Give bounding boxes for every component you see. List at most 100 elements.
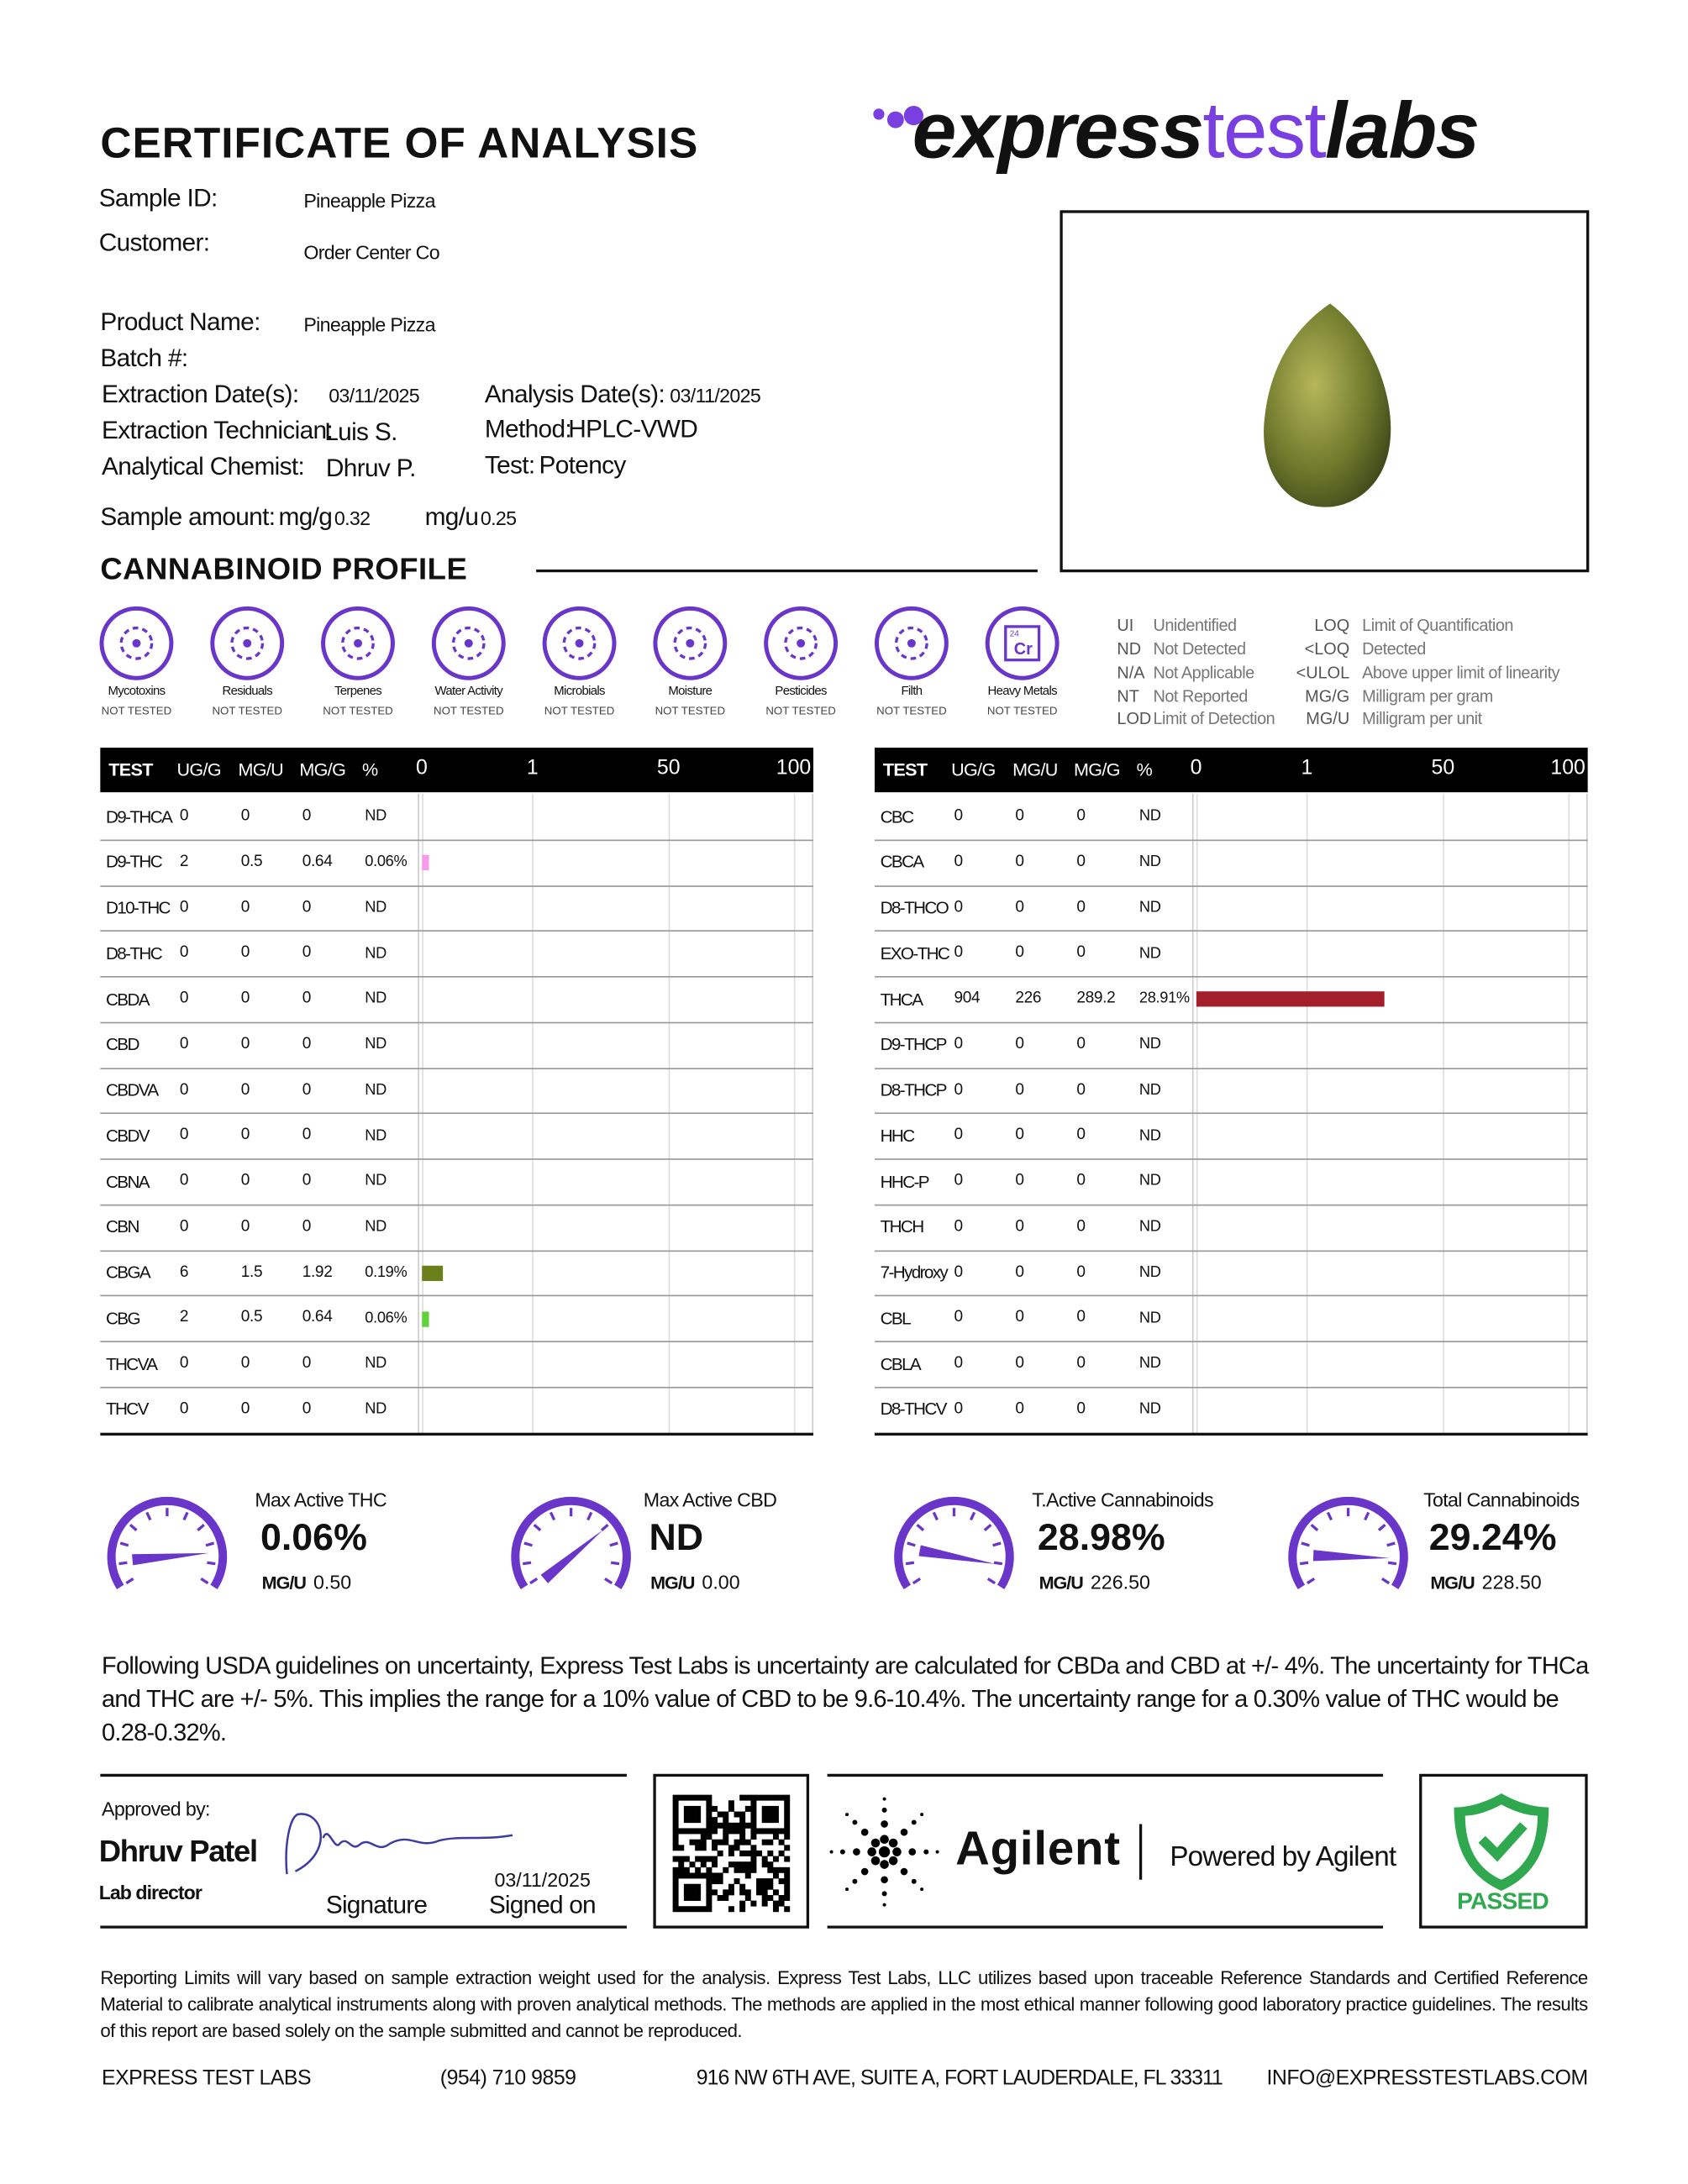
qr-module <box>756 1883 763 1890</box>
scale-label: 1 <box>526 756 539 780</box>
qr-module <box>700 1861 707 1868</box>
field-label: Customer: <box>98 228 210 257</box>
icon-glyph <box>673 626 707 660</box>
qr-module <box>723 1822 729 1829</box>
approver-name: Dhruv Patel <box>98 1833 258 1869</box>
qr-module <box>672 1817 679 1824</box>
cell: 0.64 <box>302 1309 333 1326</box>
row-rule <box>874 1431 1588 1436</box>
row-rule <box>874 930 1588 932</box>
logo: expresstestlabs <box>912 92 1480 171</box>
gauge-unit: MG/U <box>1430 1572 1475 1593</box>
row-rule <box>874 839 1588 841</box>
field-label: Analysis Date(s): <box>484 380 665 408</box>
cell: 0 <box>179 1354 189 1372</box>
test-name: Residuals <box>222 683 272 698</box>
qr-module <box>728 1800 734 1807</box>
gauge-value: 0.06% <box>260 1516 367 1559</box>
gauge-value: 28.98% <box>1037 1516 1165 1559</box>
field-label: Sample ID: <box>98 183 218 213</box>
qr-module <box>728 1883 734 1890</box>
field-label: Analytical Chemist: <box>102 452 305 481</box>
qr-module <box>744 1894 751 1901</box>
cell: 28.91% <box>1138 990 1190 1007</box>
cell: 0 <box>1015 1400 1024 1418</box>
test-name: CBLA <box>880 1354 922 1374</box>
qr-module <box>706 1834 713 1840</box>
qr-module <box>717 1850 723 1856</box>
qr-module <box>723 1839 729 1845</box>
cell: 0 <box>1076 899 1086 916</box>
qr-module <box>689 1811 696 1818</box>
qr-module <box>712 1861 718 1868</box>
test-name: CBGA <box>105 1263 151 1283</box>
qr-module <box>778 1894 785 1901</box>
icon-glyph <box>451 626 486 660</box>
test-status: NOT TESTED <box>544 704 615 717</box>
cell: 0 <box>179 1400 189 1418</box>
qr-module <box>723 1817 729 1824</box>
cell: ND <box>365 1036 387 1053</box>
field-label: Extraction Technician: <box>102 416 334 444</box>
qr-module <box>728 1861 734 1868</box>
qr-module <box>761 1861 768 1868</box>
abbr-meaning: Detected <box>1362 638 1426 659</box>
gauge-tick <box>1299 1561 1309 1566</box>
percent-bar <box>421 1265 443 1281</box>
qr-module <box>744 1839 751 1845</box>
row-rule <box>100 975 814 978</box>
cell: 0 <box>302 1126 312 1144</box>
qr-module <box>712 1817 718 1824</box>
qr-module <box>683 1889 690 1896</box>
qr-module <box>683 1866 690 1873</box>
qr-module <box>761 1894 768 1901</box>
field-value: 03/11/2025 <box>670 384 761 407</box>
spark-dot <box>881 1891 887 1897</box>
gauge <box>894 1496 1014 1590</box>
icon-glyph <box>230 626 265 660</box>
test-name: D8-THC <box>105 943 163 963</box>
qr-module <box>695 1883 702 1890</box>
icon-glyph <box>1004 625 1041 662</box>
qr-module <box>678 1872 685 1879</box>
icon-glyph <box>119 626 154 660</box>
column-header: MG/U <box>238 759 284 780</box>
icon-ring <box>985 606 1060 680</box>
qr-module <box>739 1811 746 1818</box>
test-name: THCH <box>880 1217 925 1237</box>
test-name: Terpenes <box>334 683 382 698</box>
footer-phone: (954) 710 9859 <box>439 2066 576 2090</box>
test-status: NOT TESTED <box>986 704 1058 717</box>
cell: 904 <box>954 990 981 1007</box>
qr-module <box>678 1845 685 1851</box>
cell: 0 <box>1015 1218 1024 1235</box>
qr-module <box>683 1906 690 1913</box>
approved-label: Approved by: <box>102 1798 210 1820</box>
spark-dot <box>900 1828 908 1836</box>
cell: 2 <box>179 853 189 870</box>
qr-module <box>767 1883 774 1890</box>
qr-module <box>728 1822 734 1829</box>
spark-dot <box>845 1813 849 1817</box>
qr-module <box>700 1839 707 1845</box>
row-rule <box>874 1067 1588 1069</box>
column-header: UG/G <box>176 759 222 780</box>
cell: 0 <box>1015 1172 1024 1189</box>
gauge <box>1288 1496 1408 1590</box>
logo-dot <box>886 111 904 129</box>
qr-module <box>695 1906 702 1913</box>
qr-module <box>723 1889 729 1896</box>
abbr-code: MG/U <box>1306 709 1350 729</box>
cell: 0 <box>302 1172 312 1189</box>
qr-module <box>728 1906 734 1913</box>
gauge-tick <box>969 1511 976 1521</box>
qr-module <box>784 1811 791 1818</box>
qr-module <box>756 1828 763 1835</box>
qr-module <box>706 1856 713 1862</box>
abbr-meaning: Not Detected <box>1153 638 1246 659</box>
spark-dot <box>920 1887 924 1892</box>
cell: 0 <box>1076 1400 1086 1418</box>
cell: ND <box>1138 944 1161 962</box>
cell: 0 <box>179 1172 189 1189</box>
